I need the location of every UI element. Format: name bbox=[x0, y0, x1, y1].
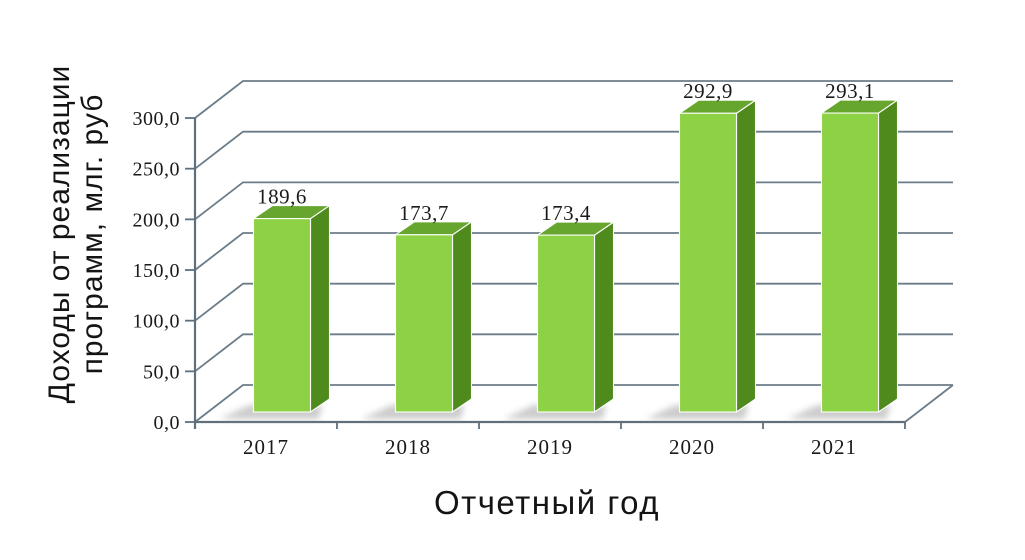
bar-side-face bbox=[593, 221, 615, 414]
y-tick-label: 150,0 bbox=[133, 260, 181, 282]
bar-side-face bbox=[451, 220, 473, 414]
bar-value-label: 173,4 bbox=[541, 201, 591, 225]
x-axis-title: Отчетный год bbox=[433, 484, 661, 521]
y-axis-title: Доходы от реализации программ, млг. руб bbox=[43, 4, 111, 464]
y-tick-label: 50,0 bbox=[143, 361, 180, 383]
bar-front-face bbox=[252, 218, 312, 413]
floor-right-edge bbox=[904, 384, 954, 423]
bar-front-face bbox=[678, 112, 738, 413]
bar-side-face bbox=[877, 98, 899, 414]
grid-line bbox=[194, 80, 953, 119]
x-category-label: 2021 bbox=[811, 435, 857, 459]
bar-value-label: 189,6 bbox=[257, 185, 307, 209]
y-axis-title-line1: Доходы от реализации bbox=[43, 64, 76, 404]
y-tick-label: 0,0 bbox=[154, 412, 181, 434]
y-tick-label: 250,0 bbox=[133, 159, 181, 181]
bar-value-label: 292,9 bbox=[683, 79, 733, 103]
y-tick-label: 100,0 bbox=[133, 311, 181, 333]
y-tick-label: 300,0 bbox=[133, 108, 181, 130]
x-category-label: 2018 bbox=[385, 435, 431, 459]
bar-value-label: 293,1 bbox=[825, 79, 875, 103]
bar-side-face bbox=[735, 99, 757, 414]
bar-front-face bbox=[820, 112, 880, 413]
x-category-label: 2020 bbox=[669, 435, 715, 459]
bar-value-label: 173,7 bbox=[399, 201, 449, 225]
bar-side-face bbox=[309, 204, 331, 414]
y-axis-title-line2: программ, млг. руб bbox=[76, 93, 109, 375]
bar-front-face bbox=[536, 234, 596, 413]
x-category-label: 2019 bbox=[527, 435, 573, 459]
x-category-label: 2017 bbox=[243, 435, 289, 459]
y-tick-label: 200,0 bbox=[133, 209, 181, 231]
bar-front-face bbox=[394, 234, 454, 413]
